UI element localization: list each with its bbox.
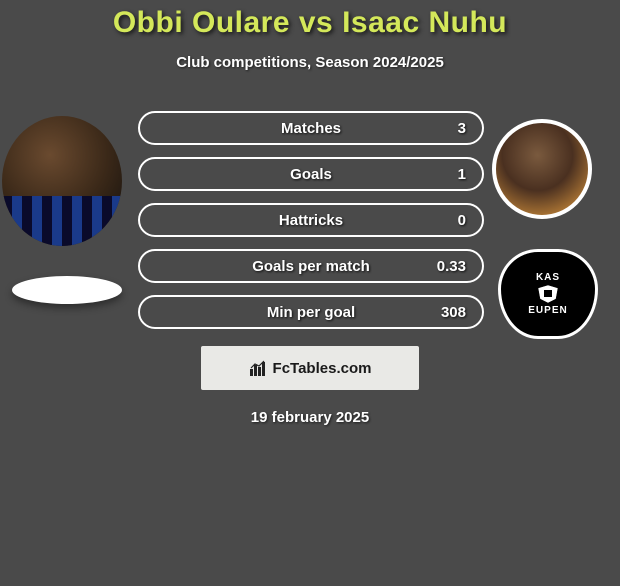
stat-row-matches: Matches 3 [138, 111, 484, 145]
club-badge-right: KAS EUPEN [498, 249, 598, 339]
comparison-card: Obbi Oulare vs Isaac Nuhu Club competiti… [0, 6, 620, 71]
shield-icon [534, 283, 562, 305]
stat-value-right: 308 [441, 304, 466, 321]
season-subtitle: Club competitions, Season 2024/2025 [0, 54, 620, 71]
date-text: 19 february 2025 [0, 409, 620, 426]
stat-label: Min per goal [267, 304, 355, 321]
stat-value-right: 1 [458, 166, 466, 183]
bars-icon [249, 359, 269, 377]
source-logo: FcTables.com [201, 346, 419, 390]
stats-column: Matches 3 Goals 1 Hattricks 0 Goals per … [138, 111, 484, 341]
stat-value-right: 0 [458, 212, 466, 229]
stat-row-gpm: Goals per match 0.33 [138, 249, 484, 283]
avatar-shadow [12, 276, 122, 304]
stat-label: Goals [290, 166, 332, 183]
player-left-avatar [2, 116, 122, 246]
stat-value-right: 0.33 [437, 258, 466, 275]
stat-row-hattricks: Hattricks 0 [138, 203, 484, 237]
stat-value-right: 3 [458, 120, 466, 137]
stat-label: Goals per match [252, 258, 370, 275]
stat-row-goals: Goals 1 [138, 157, 484, 191]
stat-label: Matches [281, 120, 341, 137]
club-badge-text-bottom: EUPEN [528, 305, 567, 316]
stat-label: Hattricks [279, 212, 343, 229]
stat-row-mpg: Min per goal 308 [138, 295, 484, 329]
player-right-avatar [492, 119, 592, 219]
page-title: Obbi Oulare vs Isaac Nuhu [0, 6, 620, 40]
club-badge-text-top: KAS [536, 272, 560, 283]
source-logo-text: FcTables.com [273, 360, 372, 377]
